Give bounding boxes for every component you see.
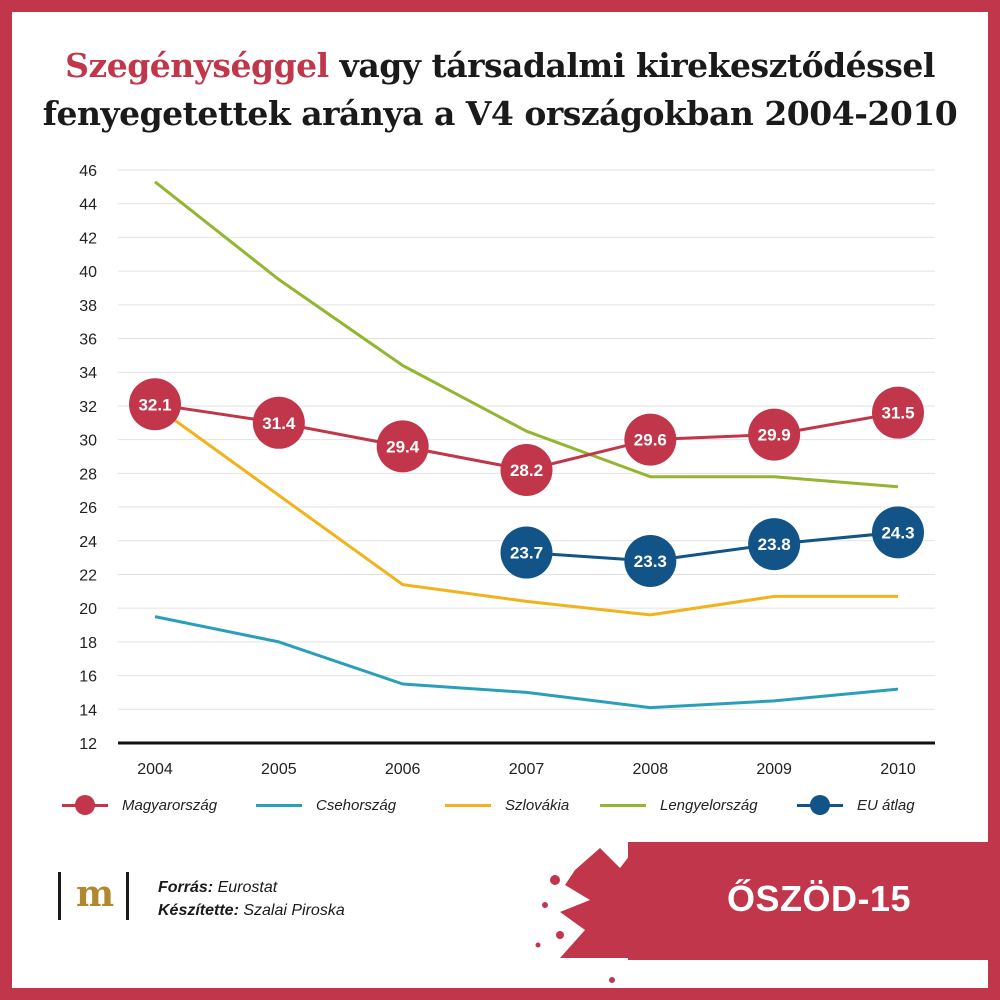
legend-item-magyarorszag: Magyarország: [62, 790, 217, 820]
line-chart: 12 14 16 18 20 22 24 26 28 30 32 34 36 38 40 42 44 46 200…: [79, 163, 935, 778]
title-line1: vagy társadalmi kirekesztődéssel: [328, 46, 936, 85]
y-tick-label: 26: [79, 500, 97, 517]
legend-item-csehorszag: Csehország: [256, 790, 396, 820]
data-label-magyarorszag: 32.1: [138, 395, 171, 414]
y-tick-label: 24: [79, 534, 97, 551]
frame-left: [0, 0, 12, 1000]
y-tick-label: 42: [79, 230, 97, 247]
credits: Forrás: Eurostat Készítette: Szalai Piro…: [158, 876, 345, 922]
marker-magyarorszag: [624, 413, 677, 466]
legend-label: Csehország: [316, 796, 397, 814]
data-label-magyarorszag: 31.5: [881, 404, 914, 423]
y-tick-label: 34: [79, 365, 97, 382]
y-tick-label: 18: [79, 635, 97, 652]
x-tick-label: 2005: [261, 761, 297, 778]
y-tick-label: 30: [79, 433, 97, 450]
title-line2: fenyegetettek aránya a V4 országokban 20…: [42, 94, 958, 133]
chart-title: Szegénységgel vagy társadalmi kirekesztő…: [20, 42, 980, 138]
y-tick-label: 40: [79, 264, 97, 281]
y-tick-label: 32: [79, 399, 97, 416]
marker-magyarorszag: [376, 420, 429, 473]
y-tick-label: 16: [79, 669, 97, 686]
series-line-csehorszag: [154, 615, 899, 710]
legend-label: Lengyelország: [660, 796, 758, 814]
y-tick-label: 12: [79, 736, 97, 753]
legend-swatch: [445, 803, 491, 807]
brand-name: ŐSZÖD-15: [727, 878, 912, 919]
series-line-szlovakia: [154, 404, 898, 617]
series-line-lengyelorszag: [154, 180, 899, 489]
marker-eu: [500, 526, 553, 579]
data-label-eu: 23.3: [634, 552, 667, 571]
data-label-eu: 24.3: [881, 523, 914, 542]
y-tick-label: 46: [79, 163, 97, 180]
series-markers: 23.7 23.3 23.8 24.3 32.1 31.4 29.4 28.2 29.6 29.9…: [129, 378, 924, 587]
marker-eu: [624, 534, 677, 587]
marker-magyarorszag: [252, 396, 305, 449]
logo-bar-right: [126, 872, 129, 920]
y-axis: 12 14 16 18 20 22 24 26 28 30 32 34 36 38 40 42 44 46: [79, 163, 97, 753]
author-line: Készítette: Szalai Piroska: [158, 899, 345, 922]
data-label-magyarorszag: 31.4: [262, 414, 296, 433]
x-tick-label: 2009: [756, 761, 792, 778]
marker-magyarorszag: [872, 386, 924, 439]
x-tick-label: 2007: [509, 761, 545, 778]
marker-magyarorszag: [748, 408, 801, 461]
author-label: Készítette:: [158, 902, 239, 919]
logo-letter: m: [75, 873, 115, 915]
y-tick-label: 14: [79, 702, 97, 719]
source-value: Eurostat: [213, 879, 278, 896]
marker-eu: [748, 518, 801, 571]
author-value: Szalai Piroska: [238, 902, 345, 919]
data-label-magyarorszag: 29.9: [758, 426, 791, 445]
legend-swatch: [600, 803, 646, 807]
brand-banner: [628, 842, 988, 960]
legend-item-lengyelorszag: Lengyelország: [600, 790, 758, 820]
legend-label: Szlovákia: [505, 796, 570, 814]
title-accent: Szegénységgel: [65, 46, 329, 85]
y-tick-label: 38: [79, 298, 97, 315]
y-tick-label: 36: [79, 332, 97, 349]
frame-top: [0, 0, 1000, 12]
data-label-eu: 23.7: [510, 544, 543, 563]
legend: Magyarország Csehország Szlovákia Lengyelor…: [62, 790, 942, 820]
data-label-eu: 23.8: [758, 535, 791, 554]
y-tick-label: 22: [79, 567, 97, 584]
legend-swatch: [797, 794, 843, 815]
legend-label: EU átlag: [857, 796, 915, 814]
frame-bottom: [0, 988, 1000, 1000]
logo: m: [58, 872, 129, 920]
legend-swatch: [62, 794, 108, 815]
source-line: Forrás: Eurostat: [158, 876, 345, 899]
x-axis: 2004 2005 2006 2007 2008 2009 2010: [118, 741, 935, 778]
data-label-magyarorszag: 29.6: [634, 431, 667, 450]
legend-swatch: [256, 803, 302, 807]
legend-marker: [75, 794, 95, 815]
legend-item-eu: EU átlag: [797, 790, 915, 820]
x-tick-label: 2006: [385, 761, 421, 778]
x-tick-label: 2010: [880, 761, 916, 778]
data-label-magyarorszag: 29.4: [386, 437, 420, 456]
logo-bar-left: [58, 872, 61, 920]
legend-label: Magyarország: [122, 796, 218, 814]
frame-right: [988, 0, 1000, 1000]
y-tick-label: 28: [79, 466, 97, 483]
legend-marker: [810, 794, 830, 815]
data-label-magyarorszag: 28.2: [510, 461, 543, 480]
source-label: Forrás:: [158, 879, 214, 896]
legend-item-szlovakia: Szlovákia: [445, 790, 569, 820]
series-line-eu: [526, 530, 899, 563]
y-tick-label: 20: [79, 601, 97, 618]
marker-magyarorszag: [500, 443, 553, 496]
x-tick-label: 2008: [633, 761, 669, 778]
y-tick-label: 44: [79, 197, 97, 214]
marker-magyarorszag: [129, 378, 181, 431]
x-tick-label: 2004: [137, 761, 173, 778]
marker-eu: [872, 506, 924, 559]
